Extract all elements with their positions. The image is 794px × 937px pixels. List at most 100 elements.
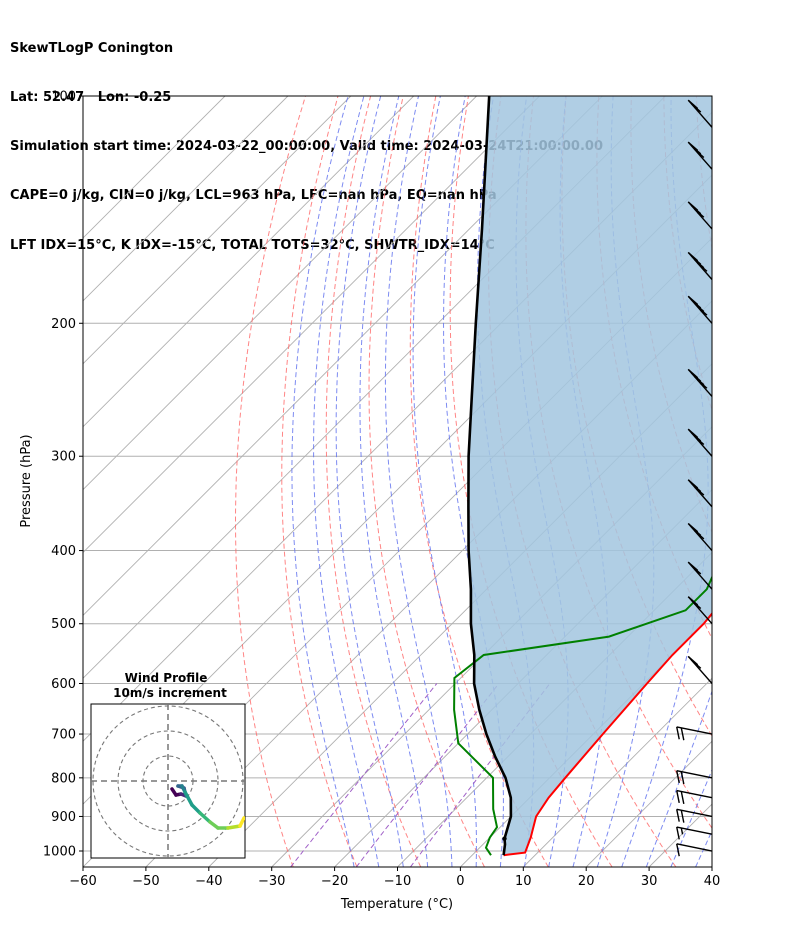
- isotherm-line: [83, 96, 226, 239]
- x-tick-label: 0: [456, 874, 464, 889]
- y-tick-label: 200: [51, 317, 76, 332]
- wind-barb: [676, 843, 713, 857]
- x-tick-label: 10: [515, 874, 532, 889]
- x-tick-label: 20: [578, 874, 595, 889]
- barb-half-flag: [697, 211, 703, 218]
- x-tick-label: −30: [258, 874, 285, 889]
- wind-barb: [687, 479, 713, 508]
- hodograph-ring: [117, 730, 219, 832]
- barb-half-flag: [700, 382, 706, 389]
- barb-flag: [693, 148, 705, 158]
- barb-flag: [680, 791, 685, 804]
- barb-shaft: [676, 726, 713, 735]
- barb-shaft: [676, 808, 713, 818]
- mixing-ratio-line: [290, 683, 438, 867]
- isotherm-line: [83, 96, 477, 491]
- indices-line-2: LFT IDX=15°C, K IDX=-15°C, TOTAL TOTS=32…: [10, 237, 495, 253]
- isotherm-line: [522, 677, 712, 867]
- moist-adiabat: [384, 96, 453, 867]
- x-tick-label: −40: [195, 874, 222, 889]
- barb-shaft: [676, 826, 713, 835]
- barb-flag: [676, 770, 680, 784]
- x-tick-label: −20: [321, 874, 348, 889]
- barb-flag: [693, 530, 705, 540]
- dry-adiabat: [281, 96, 358, 867]
- wind-barb: [687, 522, 713, 552]
- x-tick-label: −50: [132, 874, 159, 889]
- hodograph-segment: [238, 816, 245, 828]
- y-axis-label: Pressure (hPa): [19, 434, 34, 527]
- x-tick-label: 40: [704, 874, 721, 889]
- mixing-ratio-line: [355, 683, 500, 867]
- isotherm-line: [334, 488, 712, 867]
- chart-header: SkewTLogP Conington Lat: 52.47 Lon: -0.2…: [10, 8, 603, 270]
- indices-line-1: CAPE=0 j/kg, CIN=0 j/kg, LCL=963 hPa, LF…: [10, 188, 497, 204]
- wind-barb: [687, 99, 713, 128]
- isotherm-line: [83, 96, 540, 554]
- isotherm-line: [711, 866, 712, 867]
- barb-flag: [676, 826, 680, 840]
- barb-flag: [680, 771, 685, 785]
- wind-barb: [676, 769, 713, 785]
- isotherm-line: [83, 96, 603, 617]
- cin-shaded-area: [468, 96, 712, 856]
- inset-subtitle: 10m/s increment: [113, 686, 227, 700]
- moist-adiabat: [313, 96, 380, 867]
- isotherm-line: [83, 96, 415, 428]
- wind-barb: [687, 596, 713, 625]
- y-tick-label: 300: [51, 450, 76, 465]
- moist-adiabat: [291, 96, 355, 867]
- wind-barb: [687, 201, 713, 230]
- dry-adiabat: [235, 96, 306, 867]
- station-title: SkewTLogP Conington: [10, 40, 174, 56]
- x-tick-label: −10: [384, 874, 411, 889]
- dry-adiabat: [729, 96, 794, 867]
- parcel-profile-line: [467, 96, 513, 856]
- barb-flag: [676, 809, 680, 822]
- wind-barb: [687, 141, 713, 170]
- barb-half-flag: [697, 439, 703, 445]
- lcl-marker: [502, 836, 507, 841]
- isotherm-line: [83, 96, 289, 302]
- y-tick-label: 100: [51, 90, 76, 105]
- moist-adiabat: [335, 96, 404, 867]
- barb-flag: [680, 810, 685, 823]
- inset-title: Wind Profile: [125, 671, 208, 685]
- hodograph-segment: [198, 811, 212, 824]
- wind-barb: [687, 428, 713, 457]
- barb-flag: [693, 486, 705, 496]
- moist-adiabat: [412, 96, 477, 867]
- barb-flag: [676, 843, 680, 857]
- x-tick-label: 30: [641, 874, 658, 889]
- hodograph-segment: [226, 824, 242, 830]
- barb-half-flag: [693, 603, 700, 609]
- wind-barb: [687, 295, 713, 324]
- location-line: Lat: 52.47 Lon: -0.25: [10, 90, 172, 106]
- temperature-line: [503, 611, 712, 857]
- dry-adiabat: [368, 96, 485, 867]
- barb-half-flag: [680, 827, 684, 835]
- hodograph: [91, 704, 245, 858]
- wind-barb: [676, 726, 713, 741]
- hodograph-segment: [183, 790, 194, 807]
- barb-shaft: [676, 769, 713, 779]
- wind-barb: [687, 561, 713, 590]
- y-tick-label: 500: [51, 617, 76, 632]
- wind-barb: [676, 808, 713, 823]
- moist-adiabat: [442, 96, 504, 867]
- y-tick-label: 700: [51, 728, 76, 743]
- dewpoint-line: [453, 574, 712, 856]
- moist-adiabat: [621, 96, 709, 867]
- x-axis-label: Temperature (°C): [340, 897, 453, 912]
- moist-adiabat: [645, 689, 712, 867]
- mixing-ratio-line: [409, 683, 551, 867]
- barb-flag: [676, 726, 680, 740]
- barb-flag: [680, 727, 685, 741]
- wind-barb: [676, 826, 713, 840]
- barb-flag: [697, 262, 708, 272]
- barb-half-flag: [693, 568, 700, 574]
- wind-barb: [687, 251, 713, 280]
- barb-half-flag: [693, 106, 700, 113]
- barb-half-flag: [700, 309, 706, 316]
